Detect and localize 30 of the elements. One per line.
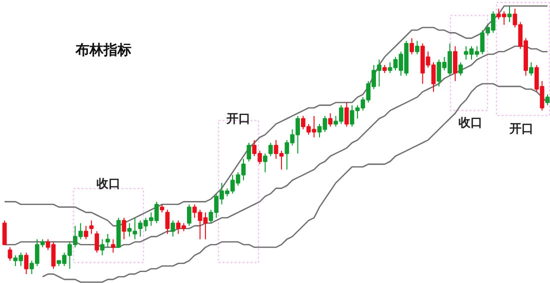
candlestick <box>458 62 463 76</box>
candlestick <box>545 94 550 106</box>
candlestick <box>453 46 458 82</box>
candlestick <box>24 252 28 275</box>
candlestick <box>170 220 176 238</box>
candlestick <box>89 220 94 234</box>
candlestick <box>328 112 333 128</box>
annotation: 开口 <box>508 122 534 136</box>
candlestick <box>410 38 414 55</box>
candlestick <box>507 6 512 23</box>
candlestick <box>186 204 192 226</box>
candlestick <box>84 225 88 240</box>
candlestick <box>263 152 268 173</box>
annotation: 收口 <box>458 116 482 130</box>
candlestick <box>529 62 534 76</box>
candlestick <box>2 220 7 246</box>
candlestick <box>246 142 252 162</box>
candlestick <box>8 246 12 262</box>
candlestick <box>94 230 100 254</box>
candlestick <box>415 40 420 55</box>
candlestick <box>106 233 110 248</box>
candlestick <box>122 217 126 240</box>
candlestick <box>110 238 116 254</box>
candlestick <box>344 102 349 128</box>
candlestick <box>100 238 104 256</box>
text: 布林指标 <box>74 42 132 58</box>
candlestick <box>165 209 170 234</box>
annotation: 开口 <box>226 112 250 126</box>
candlestick <box>268 142 273 157</box>
annotation: 收口 <box>96 176 120 190</box>
